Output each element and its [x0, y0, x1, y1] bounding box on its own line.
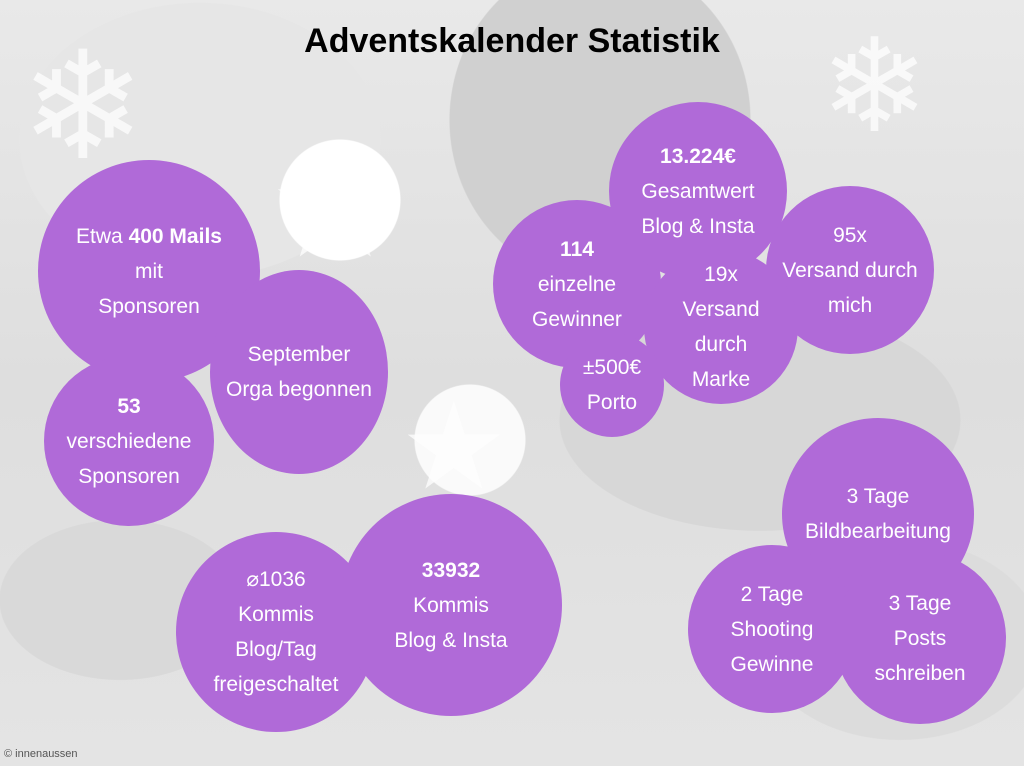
bubble-versand-marke-line3: durch	[694, 333, 748, 356]
bubble-sponsors-line3: Sponsoren	[78, 464, 180, 488]
bubble-porto-line1: ±500€	[582, 356, 642, 379]
bubble-shooting-line2: Shooting	[730, 617, 814, 641]
bubble-posts-line3: schreiben	[874, 661, 966, 685]
bubble-sponsors: 53 verschiedene Sponsoren	[44, 356, 214, 526]
bubble-kommis-tag-line3: Blog/Tag	[235, 638, 317, 661]
bubble-versand-mich-line1: 95x	[833, 223, 867, 247]
bubble-versand-mich-line3: mich	[827, 293, 873, 317]
bubble-gesamtwert: 13.224€ Gesamtwert Blog & Insta	[609, 102, 787, 280]
bubble-gesamtwert-line3: Blog & Insta	[641, 214, 755, 238]
bubble-bildbearbeitung-line1: 3 Tage	[846, 485, 910, 508]
bubble-september-line2: Orga begonnen	[226, 378, 372, 401]
bubble-mails-line3: Sponsoren	[98, 294, 200, 318]
bubble-kommis-total-line2: Kommis	[413, 593, 489, 617]
copyright-credit: © innenaussen	[4, 748, 78, 760]
bubble-gewinner-line3: Gewinner	[532, 307, 622, 331]
bubble-porto: ±500€ Porto	[560, 333, 664, 437]
bubble-kommis-tag-line1: ⌀1036	[246, 568, 306, 591]
bubble-gewinner-number: 114	[560, 237, 594, 261]
bubble-mails-line2: mit	[135, 259, 163, 283]
bubble-bildbearbeitung-line2: Bildbearbeitung	[805, 520, 951, 543]
bubble-porto-line2: Porto	[586, 391, 638, 414]
bubble-mails-line1: Etwa 400 Mails	[76, 224, 222, 248]
bubble-versand-marke: 19x Versand durch Marke	[644, 250, 798, 404]
star-icon: ★	[400, 378, 508, 517]
bubble-kommis-tag-line2: Kommis	[238, 603, 314, 626]
bubble-shooting-line1: 2 Tage	[740, 582, 804, 606]
bubble-shooting-line3: Gewinne	[730, 652, 814, 676]
page-title: Adventskalender Statistik	[304, 22, 720, 60]
bubble-kommis-total-number: 33932	[421, 558, 481, 582]
bubble-versand-marke-line4: Marke	[691, 368, 751, 391]
bubble-versand-mich-line2: Versand durch	[782, 258, 918, 282]
bubble-posts-line2: Posts	[893, 626, 947, 650]
bubble-kommis-tag-line4: freigeschaltet	[213, 673, 339, 696]
bubble-kommis-total: 33932 Kommis Blog & Insta	[340, 494, 562, 716]
star-icon: ★	[268, 118, 403, 292]
snowflake-icon: ❄	[820, 10, 929, 162]
bubble-september: September Orga begonnen	[210, 270, 388, 474]
bubble-gesamtwert-number: 13.224€	[660, 144, 736, 168]
bubble-gewinner-line2: einzelne	[537, 272, 617, 296]
bubble-versand-marke-line2: Versand	[682, 298, 760, 321]
bubble-shooting: 2 Tage Shooting Gewinne	[688, 545, 856, 713]
bubble-sponsors-line2: verschiedene	[66, 429, 192, 453]
bubble-posts: 3 Tage Posts schreiben	[834, 552, 1006, 724]
bubble-kommis-total-line3: Blog & Insta	[394, 628, 508, 652]
bubble-sponsors-number: 53	[117, 394, 141, 418]
bubble-posts-line1: 3 Tage	[888, 591, 952, 615]
bubble-gesamtwert-line2: Gesamtwert	[641, 179, 755, 203]
bubble-versand-marke-line1: 19x	[704, 263, 738, 286]
bubble-september-line1: September	[247, 343, 351, 366]
